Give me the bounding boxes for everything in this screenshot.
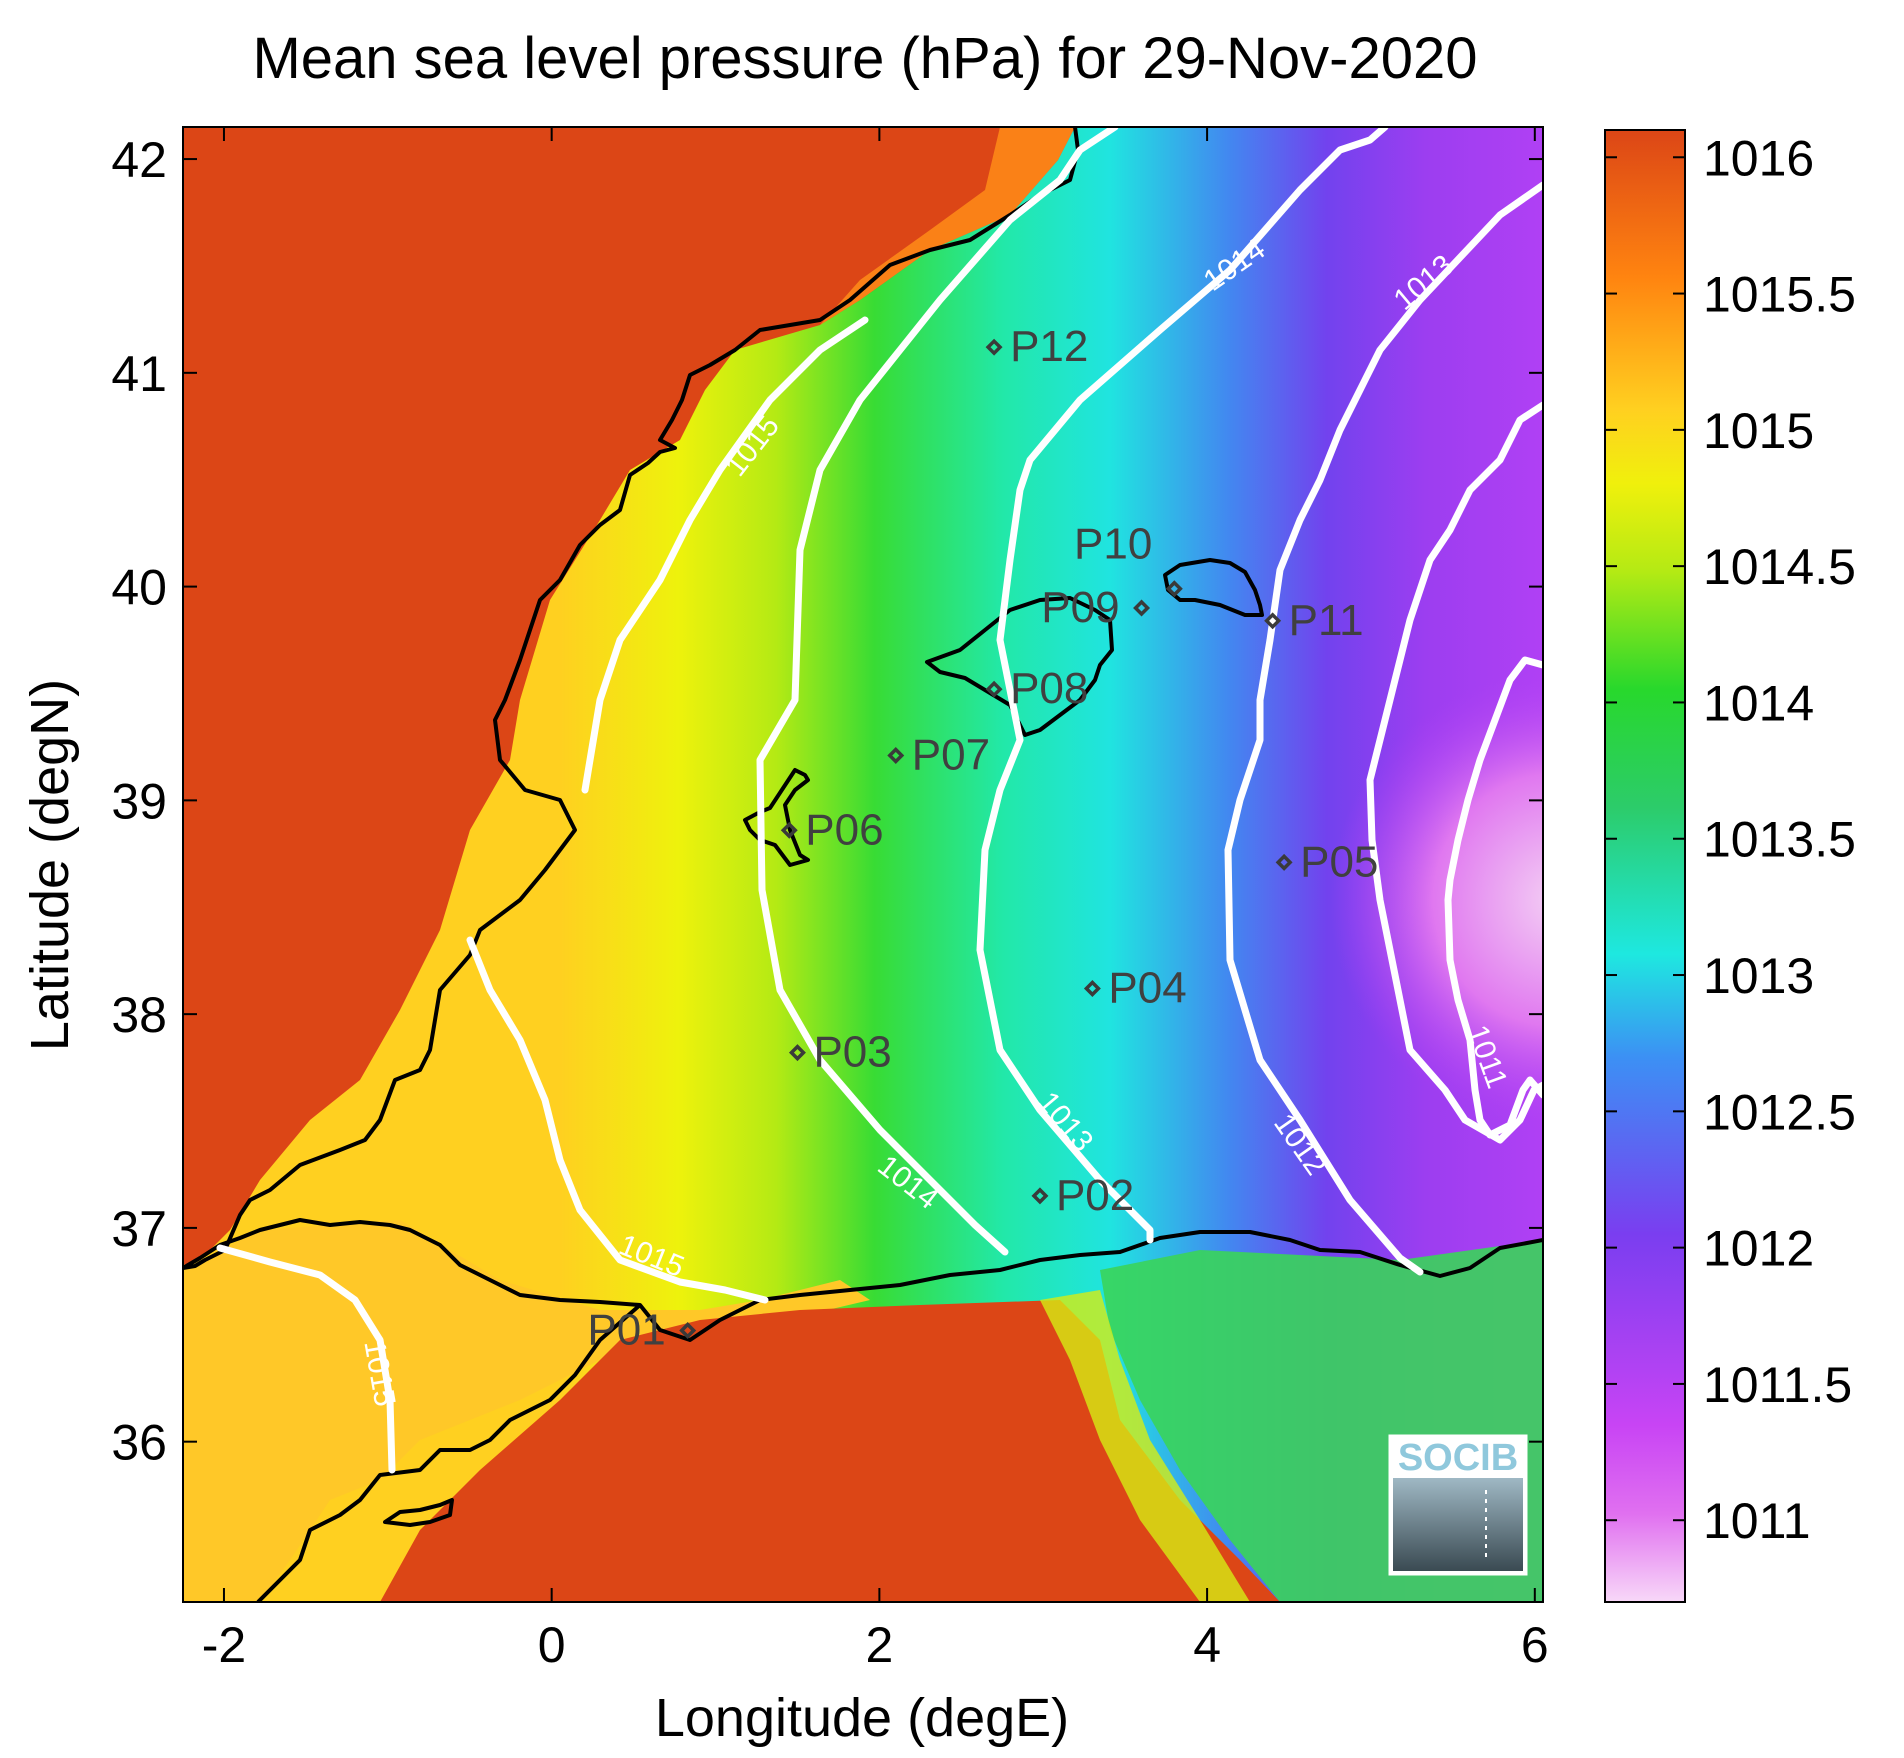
- iberia-coastal-fringe: [820, 127, 1075, 325]
- diamond-marker: [788, 1044, 806, 1062]
- station-point[interactable]: P05: [1275, 837, 1378, 886]
- colorbar-tick-label: 1012: [1703, 1221, 1814, 1277]
- diamond-marker: [1264, 612, 1282, 630]
- station-label: P04: [1108, 963, 1186, 1012]
- chart-title: Mean sea level pressure (hPa) for 29-Nov…: [252, 26, 1477, 91]
- x-tick-label: 6: [1521, 1617, 1549, 1673]
- station-point[interactable]: P07: [887, 730, 990, 779]
- map-area: 1015 1015 1015 1014 1014 1013 1013 1012 …: [183, 127, 1543, 1602]
- colorbar-tick-label: 1012.5: [1703, 1084, 1856, 1140]
- station-point[interactable]: P03: [788, 1028, 892, 1077]
- station-label: P11: [1289, 596, 1364, 645]
- station-label: P12: [1010, 322, 1088, 371]
- ibiza-island: [743, 768, 810, 867]
- station-label: P05: [1300, 837, 1378, 886]
- x-axis-ticks: -2 0 2 4 6: [202, 127, 1549, 1673]
- station-point[interactable]: P08: [985, 664, 1088, 713]
- colorbar-gradient: [1604, 129, 1686, 1603]
- menorca-island: [1163, 558, 1264, 617]
- x-axis-label: Longitude (degE): [655, 1688, 1069, 1748]
- y-axis-label: Latitude (degN): [20, 679, 80, 1051]
- africa-land-east-red: [380, 1300, 1280, 1602]
- isobar-1015-south: [466, 936, 769, 1304]
- station-point[interactable]: P11: [1264, 596, 1364, 645]
- colorbar-tick-label: 1014: [1703, 675, 1814, 731]
- station-label: P09: [1041, 583, 1119, 632]
- diamond-marker: [1133, 599, 1151, 617]
- isobar-1015-north: [581, 316, 869, 794]
- colorbar-tick-label: 1011.5: [1703, 1357, 1852, 1413]
- africa-coastline: [183, 1218, 1543, 1342]
- diamond-marker: [1031, 1187, 1049, 1205]
- isobar-1012: [1224, 181, 1543, 1276]
- diamond-marker: [780, 821, 798, 839]
- iberia-land: [183, 127, 1075, 1265]
- colorbar-tick-label: 1013: [1703, 948, 1814, 1004]
- iberia-coastline: [183, 127, 1080, 1270]
- isobar-1013: [976, 127, 1389, 1244]
- colorbar: 1011 1011.5 1012 1012.5 1013 1013.5 1014 1014.5…: [1604, 129, 1856, 1603]
- diamond-marker: [887, 747, 905, 764]
- station-point[interactable]: P02: [1031, 1171, 1134, 1220]
- alboran-island: [383, 1498, 454, 1527]
- x-tick-label: 2: [865, 1617, 893, 1673]
- colorbar-tick-label: 1013.5: [1703, 812, 1856, 868]
- y-tick-label: 37: [111, 1201, 167, 1257]
- y-tick-label: 42: [111, 132, 167, 188]
- socib-logo[interactable]: SOCIB: [1388, 1434, 1528, 1576]
- y-tick-label: 41: [111, 346, 167, 402]
- colorbar-tick-label: 1014.5: [1703, 539, 1856, 595]
- isobar-contours: [216, 127, 1543, 1474]
- colorbar-ticks: 1011 1011.5 1012 1012.5 1013 1013.5 1014 1014.5…: [1605, 130, 1856, 1549]
- station-point[interactable]: P09: [1041, 583, 1151, 632]
- logo-text: SOCIB: [1398, 1437, 1518, 1479]
- diamond-marker: [1275, 853, 1293, 871]
- x-tick-label: 4: [1193, 1617, 1221, 1673]
- station-label: P03: [813, 1028, 891, 1077]
- colorbar-tick-label: 1015.5: [1703, 267, 1856, 323]
- station-label: P02: [1056, 1171, 1134, 1220]
- isobar-1014: [756, 127, 1119, 1256]
- station-points: P01 P02 P03 P04 P05 P06 P07 P08 P09 P10 P11 P12: [587, 322, 1378, 1354]
- pressure-low-center: [1330, 600, 1543, 1240]
- y-tick-label: 40: [111, 560, 167, 616]
- station-point[interactable]: P04: [1083, 963, 1187, 1012]
- station-point[interactable]: P10: [1074, 520, 1183, 598]
- colorbar-tick-label: 1011: [1703, 1493, 1811, 1549]
- station-point[interactable]: P12: [985, 322, 1088, 371]
- diamond-marker: [985, 338, 1003, 356]
- diamond-marker: [1083, 980, 1101, 997]
- station-label: P08: [1010, 664, 1088, 713]
- station-point[interactable]: P01: [587, 1306, 697, 1355]
- station-label: P10: [1074, 520, 1152, 569]
- y-axis-ticks: 36 37 38 39 40 41 42: [111, 132, 1543, 1471]
- x-tick-label: -2: [202, 1617, 246, 1673]
- plot-frame: [182, 126, 1544, 1603]
- station-label: P01: [587, 1306, 665, 1355]
- diamond-marker: [1165, 580, 1183, 598]
- y-tick-label: 36: [111, 1415, 167, 1471]
- y-tick-label: 39: [111, 773, 167, 829]
- station-label: P07: [912, 730, 990, 779]
- y-tick-label: 38: [111, 987, 167, 1043]
- colorbar-tick-label: 1015: [1703, 403, 1814, 459]
- africa-land-west: [183, 1220, 870, 1602]
- africa-land-east-yellow: [1040, 1290, 1250, 1602]
- diamond-marker: [985, 680, 1003, 698]
- station-point[interactable]: P06: [780, 805, 884, 854]
- colorbar-tick-label: 1016: [1703, 130, 1814, 186]
- diamond-marker: [679, 1322, 697, 1339]
- x-tick-label: 0: [538, 1617, 566, 1673]
- isobar-1011-inner: [1444, 656, 1543, 1139]
- africa-coastline-south: [256, 1303, 642, 1602]
- station-label: P06: [805, 805, 883, 854]
- isobar-1015-west: [216, 1244, 396, 1474]
